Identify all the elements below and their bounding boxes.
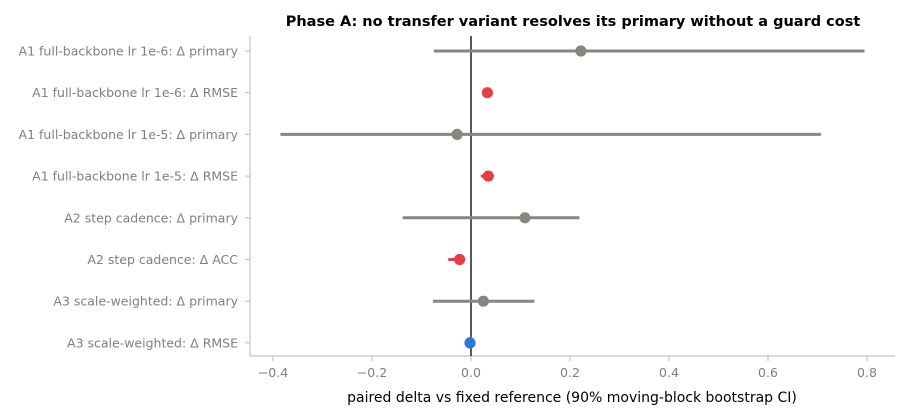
x-tick-label: −0.2 xyxy=(357,365,387,380)
x-tick-label: 0.0 xyxy=(461,365,481,380)
y-tick-label: A2 step cadence: Δ primary xyxy=(64,210,238,225)
y-tick-label: A1 full-backbone lr 1e-5: Δ RMSE xyxy=(32,169,238,184)
chart-title: Phase A: no transfer variant resolves it… xyxy=(286,14,861,30)
x-tick-label: −0.4 xyxy=(258,365,288,380)
point-estimate xyxy=(451,128,463,140)
x-tick-label: 0.6 xyxy=(758,365,778,380)
x-tick-label: 0.8 xyxy=(857,365,877,380)
y-tick-label: A1 full-backbone lr 1e-6: Δ primary xyxy=(19,44,239,59)
x-tick-label: 0.4 xyxy=(659,365,679,380)
point-estimate xyxy=(575,45,587,57)
y-tick-label: A1 full-backbone lr 1e-5: Δ primary xyxy=(19,127,239,142)
point-estimate xyxy=(464,337,476,349)
x-tick-label: 0.2 xyxy=(560,365,580,380)
y-tick-label: A2 step cadence: Δ ACC xyxy=(87,252,238,267)
point-estimate xyxy=(519,212,531,224)
y-tick-label: A3 scale-weighted: Δ RMSE xyxy=(67,335,238,350)
point-estimate xyxy=(481,87,493,99)
x-axis-label: paired delta vs fixed reference (90% mov… xyxy=(347,390,797,406)
point-estimate xyxy=(477,295,489,307)
data-rows xyxy=(280,45,865,349)
y-tick-label: A1 full-backbone lr 1e-6: Δ RMSE xyxy=(32,85,238,100)
y-tick-label: A3 scale-weighted: Δ primary xyxy=(53,294,238,309)
y-tick-group: A1 full-backbone lr 1e-6: Δ primary A1 fu… xyxy=(19,44,250,350)
x-tick-group: −0.4 −0.2 0.0 0.2 0.4 0.6 0.8 xyxy=(258,356,877,380)
point-estimate xyxy=(454,253,466,266)
point-estimate xyxy=(482,170,494,182)
